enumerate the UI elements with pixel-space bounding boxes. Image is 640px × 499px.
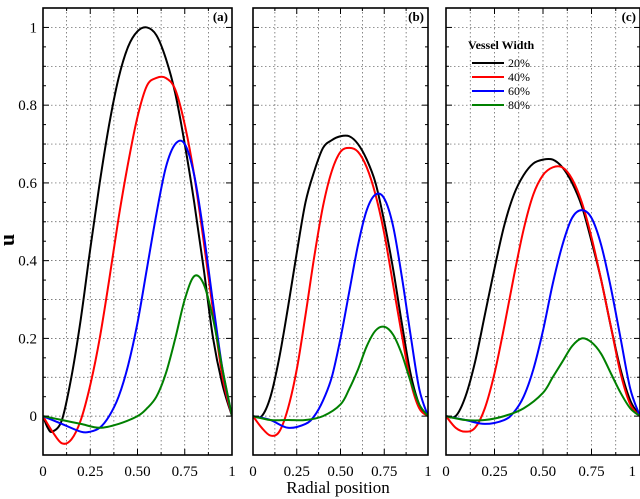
series-line-20pct: [43, 26, 232, 433]
panel-3: 0 0.25 0.50 0.75 1 (c): [442, 7, 640, 480]
y-tick-label: 0.2: [18, 331, 37, 347]
x-tick-label: 0.25: [77, 464, 103, 480]
x-tick-label: 1: [228, 464, 236, 480]
panel-2: 0 0.25 0.50 0.75 1 (b): [249, 7, 432, 480]
panel-label: (b): [408, 9, 424, 24]
x-tick-label: 0.50: [530, 464, 556, 480]
x-tick-label: 0.75: [172, 464, 198, 480]
x-tick-label: 0.75: [578, 464, 604, 480]
x-tick-label: 0: [249, 464, 257, 480]
y-tick-label: 0: [30, 409, 38, 425]
y-axis-ticks: 0 0.2 0.4 0.6 0.8 1: [18, 20, 37, 425]
series-line-60pct: [446, 209, 640, 425]
legend-entry-label: 60%: [508, 84, 530, 98]
legend-entry-label: 40%: [508, 70, 530, 84]
x-axis-label: Radial position: [286, 478, 390, 497]
x-tick-label: 0: [442, 464, 450, 480]
y-axis-label: u: [0, 234, 19, 246]
x-tick-label: 1: [424, 464, 432, 480]
x-tick-label: 1: [629, 464, 637, 480]
x-tick-label: 0.50: [327, 464, 353, 480]
series-line-80pct: [43, 274, 232, 429]
series-line-80pct: [253, 325, 428, 422]
y-tick-label: 0.8: [18, 98, 37, 114]
x-tick-label: 0.25: [284, 464, 310, 480]
series-line-60pct: [253, 192, 428, 429]
series-line-40pct: [43, 75, 232, 445]
x-tick-label: 0.50: [124, 464, 150, 480]
y-tick-label: 0.4: [18, 254, 37, 270]
series-line-20pct: [253, 134, 428, 419]
panel-frame: [445, 7, 640, 456]
legend-title: Vessel Width: [468, 38, 534, 52]
panels-layer: 0 0.25 0.50 0.75 1(a)0 0.25 0.50 0.75 1(b)0 0.25 0…: [39, 7, 640, 480]
x-tick-label: 0.25: [481, 464, 507, 480]
series-line-80pct: [446, 337, 640, 422]
panel-1: 0 0.25 0.50 0.75 1 (a): [39, 7, 236, 480]
legend: Vessel Width 20%40%60%80%: [468, 38, 534, 112]
series-line-60pct: [43, 139, 232, 434]
legend-entry-label: 80%: [508, 98, 530, 112]
x-tick-label: 0: [39, 464, 47, 480]
y-tick-label: 0.6: [18, 176, 37, 192]
y-tick-label: 1: [30, 20, 38, 36]
panel-label: (c): [622, 9, 636, 24]
x-tick-label: 0.75: [371, 464, 397, 480]
panel-frame: [252, 7, 429, 456]
legend-entry-label: 20%: [508, 56, 530, 70]
panel-label: (a): [213, 9, 228, 24]
